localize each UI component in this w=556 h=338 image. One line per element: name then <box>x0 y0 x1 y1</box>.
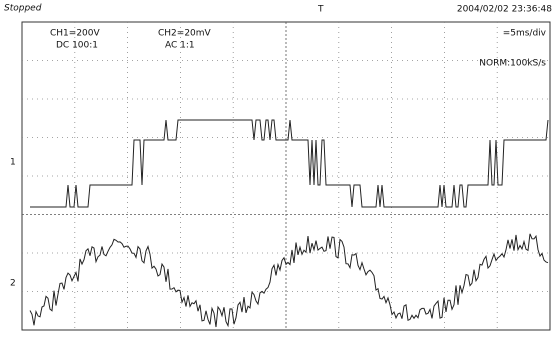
ch1-coupling: DC 100:1 <box>56 41 98 51</box>
ch2-coupling: AC 1:1 <box>165 41 195 51</box>
timebase: =5ms/div <box>503 29 547 39</box>
status: Stopped <box>4 4 42 14</box>
timestamp: 2004/02/02 23:36:48 <box>457 5 552 15</box>
scope-screen: Stopped T 2004/02/02 23:36:48 CH1=200V D… <box>0 0 556 338</box>
ch2-scale: CH2=20mV <box>158 29 212 39</box>
ch2-marker: 2 <box>10 279 16 289</box>
ch1-marker: 1 <box>10 158 16 168</box>
acquisition: NORM:100kS/s <box>479 59 546 69</box>
trigger-marker: T <box>317 5 324 15</box>
ch1-scale: CH1=200V <box>50 29 100 39</box>
background <box>0 0 556 338</box>
